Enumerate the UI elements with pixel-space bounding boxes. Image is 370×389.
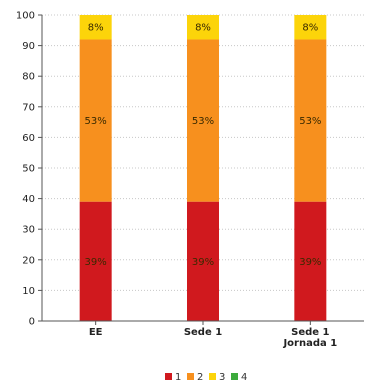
y-tick-label: 50 [22, 164, 35, 175]
y-tick-label: 0 [29, 317, 35, 328]
bar-segment-series-3[interactable] [79, 15, 112, 40]
legend-item-series-1[interactable]: 1 [165, 372, 181, 383]
legend-item-series-3[interactable]: 3 [209, 372, 225, 383]
y-tick-label: 10 [22, 286, 35, 297]
data-label: 8% [88, 23, 104, 34]
bar-segment-series-3[interactable] [294, 15, 327, 40]
y-tick-label: 60 [22, 133, 35, 144]
x-category-label: Jornada 1 [282, 338, 337, 349]
legend[interactable]: 1 2 3 4 [165, 372, 247, 383]
bar-segment-series-1[interactable] [187, 201, 219, 321]
bar-segment-series-3[interactable] [187, 15, 219, 40]
y-tick-label: 30 [22, 225, 35, 236]
data-label: 53% [85, 116, 107, 127]
legend-swatch [209, 373, 216, 380]
y-tick-label: 90 [22, 41, 35, 52]
legend-label: 2 [197, 372, 203, 383]
bar-segment-series-2[interactable] [79, 39, 112, 202]
legend-label: 3 [219, 372, 225, 383]
bars [79, 15, 327, 321]
bar-segment-series-2[interactable] [294, 39, 327, 202]
legend-item-series-2[interactable]: 2 [187, 372, 203, 383]
legend-label: 4 [241, 372, 247, 383]
y-axis-ticks: 0 10 20 30 40 50 60 70 80 90 100 [16, 11, 42, 328]
data-labels: 39% 53% 8% 39% 53% 8% 39% 53% 8% [85, 23, 322, 268]
x-category-label: Sede 1 [291, 327, 329, 338]
data-label: 53% [192, 116, 214, 127]
y-tick-label: 40 [22, 194, 35, 205]
data-label: 8% [195, 23, 211, 34]
data-label: 39% [192, 257, 214, 268]
legend-item-series-4[interactable]: 4 [231, 372, 247, 383]
x-category-label: EE [89, 327, 103, 338]
bar-segment-series-2[interactable] [187, 39, 219, 202]
legend-swatch [165, 373, 172, 380]
data-label: 39% [85, 257, 107, 268]
y-tick-label: 80 [22, 72, 35, 83]
bar-segment-series-1[interactable] [294, 201, 327, 321]
data-label: 53% [299, 116, 321, 127]
y-tick-label: 100 [16, 11, 35, 22]
legend-swatch [231, 373, 238, 380]
bar-segment-series-1[interactable] [79, 201, 112, 321]
y-tick-label: 70 [22, 102, 35, 113]
x-category-label: Sede 1 [184, 327, 222, 338]
legend-swatch [187, 373, 194, 380]
y-tick-label: 20 [22, 255, 35, 266]
legend-label: 1 [175, 372, 181, 383]
data-label: 39% [299, 257, 321, 268]
data-label: 8% [302, 23, 318, 34]
